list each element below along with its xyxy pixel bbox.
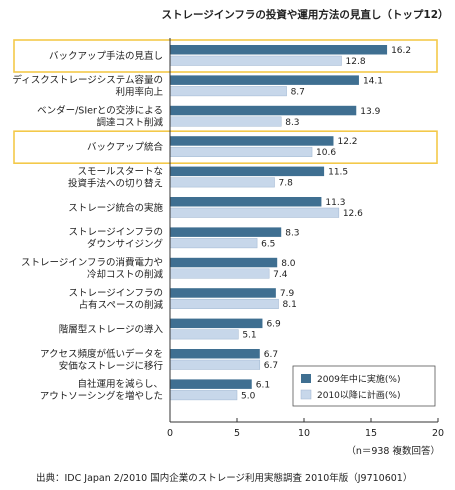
source-credit: 出典：IDC Japan 2/2010 国内企業のストレージ利用実態調査 201… [36, 472, 412, 484]
x-tick-label: 10 [298, 428, 310, 439]
category-label: ベンダー/SIerとの交渉による [37, 105, 163, 117]
category-label: バックアップ手法の見直し [49, 50, 163, 62]
legend-box [292, 365, 436, 407]
x-tick-label: 20 [432, 428, 444, 439]
category-label: 占有スペースの削減 [79, 299, 164, 311]
category-label: 冷却コストの削減 [87, 269, 164, 281]
highlight-frame [13, 39, 438, 73]
legend-label: 2009年中に実施(%) [317, 373, 400, 385]
category-label: バックアップ統合 [87, 141, 164, 153]
legend-swatch [300, 389, 312, 400]
category-label: 投資手法への切り替え [68, 177, 163, 189]
bar-done-2009 [170, 349, 260, 359]
category-label: 調達コスト削減 [96, 117, 163, 129]
bar-done-2009 [170, 379, 252, 389]
category-label: ダウンサイジング [87, 238, 164, 250]
bar-value-label: 8.7 [291, 87, 305, 97]
legend-swatch [301, 374, 311, 383]
bar-value-label: 8.1 [283, 300, 297, 310]
bar-plan-2010 [169, 116, 282, 127]
legend-label: 2010以降に計画(%) [317, 389, 400, 401]
bar-plan-2010 [169, 207, 340, 218]
bar-value-label: 12.8 [346, 57, 366, 67]
bar-value-label: 12.6 [343, 209, 363, 219]
bar-value-label: 6.5 [261, 239, 275, 249]
bars-group: 16.2 12.8 14.1 8.7 13.9 8.3 12.210.6 11.5 7.8 11.… [169, 45, 411, 401]
bar-done-2009 [170, 45, 388, 55]
bar-plan-2010 [169, 359, 261, 370]
bar-plan-2010 [169, 86, 287, 97]
bar-done-2009 [170, 257, 278, 268]
highlight-frames [13, 39, 438, 164]
bar-plan-2010 [169, 146, 313, 157]
bar-plan-2010 [169, 238, 258, 249]
bar-done-2009 [170, 227, 282, 237]
bar-value-label: 11.3 [325, 198, 345, 208]
category-label: ディスクストレージシステム容量の [12, 74, 163, 86]
bar-done-2009 [170, 318, 263, 329]
category-label: ストレージインフラの消費電力や [21, 257, 163, 269]
x-tick-label: 15 [365, 428, 377, 439]
bar-done-2009 [170, 197, 322, 207]
bar-plan-2010 [169, 329, 239, 340]
category-label: 安価なストレージに移行 [59, 360, 164, 372]
category-label: 自社運用を減らし、 [77, 378, 163, 390]
category-label: アウトソーシングを増やした [40, 390, 163, 402]
bar-plan-2010 [169, 55, 342, 66]
bar-value-label: 5.1 [242, 331, 256, 341]
bar-value-label: 6.9 [266, 320, 281, 330]
bar-plan-2010 [169, 268, 270, 279]
bar-value-label: 8.3 [285, 228, 299, 238]
category-label: 階層型ストレージの導入 [59, 323, 164, 335]
bar-value-label: 11.5 [328, 168, 348, 178]
bar-value-label: 7.8 [279, 179, 294, 189]
bar-done-2009 [170, 105, 357, 116]
bar-value-label: 7.4 [273, 270, 288, 280]
bar-value-label: 5.0 [241, 391, 256, 401]
bar-value-label: 6.1 [256, 380, 270, 390]
category-label: アクセス頻度が低いデータを [40, 348, 163, 360]
bar-done-2009 [170, 136, 334, 146]
category-labels: バックアップ手法の見直しディスクストレージシステム容量の利用率向上ベンダー/SI… [12, 50, 163, 402]
category-label: ストレージインフラの [68, 288, 163, 299]
bar-value-label: 16.2 [391, 46, 411, 56]
bar-value-label: 8.3 [285, 118, 299, 128]
bar-plan-2010 [169, 177, 275, 188]
bar-value-label: 12.2 [337, 137, 357, 147]
bar-value-label: 6.7 [264, 350, 278, 360]
bar-value-label: 10.6 [316, 148, 336, 158]
bar-plan-2010 [169, 390, 238, 401]
category-label: 利用率向上 [115, 86, 163, 98]
chart-title: ストレージインフラの投資や運用方法の見直し（トップ12） [161, 8, 448, 21]
x-axis: 0 5 10 15 20 [167, 38, 444, 439]
bar-done-2009 [170, 75, 359, 85]
legend: 2009年中に実施(%) 2010以降に計画(%) [292, 365, 436, 407]
category-label: ストレージ統合の実施 [68, 202, 163, 214]
bar-value-label: 8.0 [281, 259, 296, 269]
x-tick-label: 0 [167, 428, 173, 439]
sample-note: （n＝938 複数回答） [346, 445, 440, 457]
bar-value-label: 13.9 [360, 107, 380, 117]
category-label: スモールスタートな [77, 166, 163, 177]
bar-value-label: 7.9 [280, 289, 295, 299]
bar-done-2009 [170, 166, 325, 177]
bar-plan-2010 [169, 298, 279, 309]
bar-value-label: 14.1 [363, 76, 383, 86]
x-tick-label: 5 [234, 428, 240, 439]
bar-value-label: 6.7 [264, 361, 278, 371]
bar-done-2009 [170, 288, 276, 298]
category-label: ストレージインフラの [68, 227, 163, 238]
highlight-frame [13, 130, 438, 164]
